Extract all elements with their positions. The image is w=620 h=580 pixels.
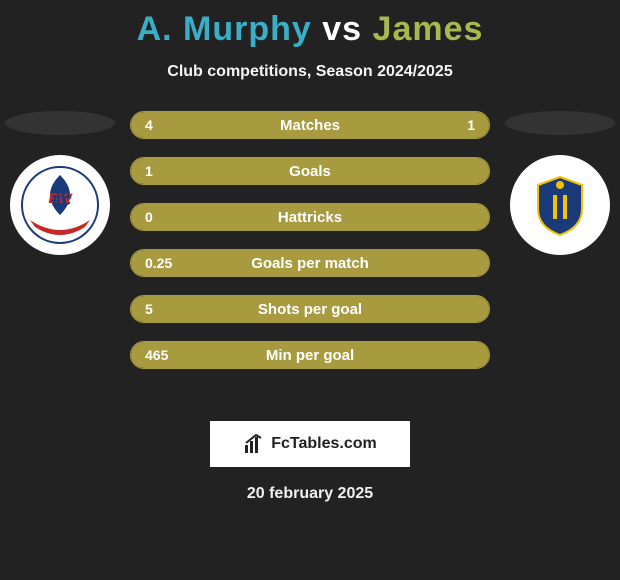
stat-value-left: 1: [145, 163, 153, 179]
left-shadow-ellipse: [5, 111, 115, 135]
stat-row: Goals per match0.25: [130, 249, 490, 277]
stat-label: Shots per goal: [131, 301, 489, 318]
stat-row: Min per goal465: [130, 341, 490, 369]
stat-value-left: 465: [145, 347, 168, 363]
player1-name: A. Murphy: [137, 10, 312, 48]
svg-text:FC: FC: [53, 192, 73, 208]
stat-label: Matches: [131, 117, 489, 134]
stat-bars: Matches41Goals1Hattricks0Goals per match…: [130, 111, 490, 369]
stat-row: Hattricks0: [130, 203, 490, 231]
stat-row: Shots per goal5: [130, 295, 490, 323]
left-club-crest: BW FC: [10, 155, 110, 255]
left-badge-column: BW FC: [0, 111, 120, 255]
player2-name: James: [373, 10, 484, 48]
stat-label: Goals per match: [131, 255, 489, 272]
comparison-area: BW FC Matches41Goals1Hattricks0Goals per…: [0, 111, 620, 391]
vs-text: vs: [322, 10, 362, 48]
right-badge-column: [500, 111, 620, 255]
stat-value-left: 0: [145, 209, 153, 225]
right-shadow-ellipse: [505, 111, 615, 135]
stat-label: Goals: [131, 163, 489, 180]
chart-icon: [243, 433, 265, 455]
stat-row: Goals1: [130, 157, 490, 185]
attribution-text: FcTables.com: [271, 435, 377, 453]
stat-value-right: 1: [467, 117, 475, 133]
shield-crest-icon: [520, 165, 600, 245]
stat-value-left: 0.25: [145, 255, 172, 271]
right-club-crest: [510, 155, 610, 255]
stat-value-left: 4: [145, 117, 153, 133]
stat-value-left: 5: [145, 301, 153, 317]
bolton-crest-icon: BW FC: [20, 165, 100, 245]
page-title: A. Murphy vs James: [0, 0, 620, 49]
stat-row: Matches4 1: [130, 111, 490, 139]
subtitle: Club competitions, Season 2024/2025: [0, 63, 620, 81]
date-text: 20 february 2025: [0, 485, 620, 503]
stat-label: Min per goal: [131, 347, 489, 364]
attribution-box: FcTables.com: [210, 421, 410, 467]
stat-label: Hattricks: [131, 209, 489, 226]
